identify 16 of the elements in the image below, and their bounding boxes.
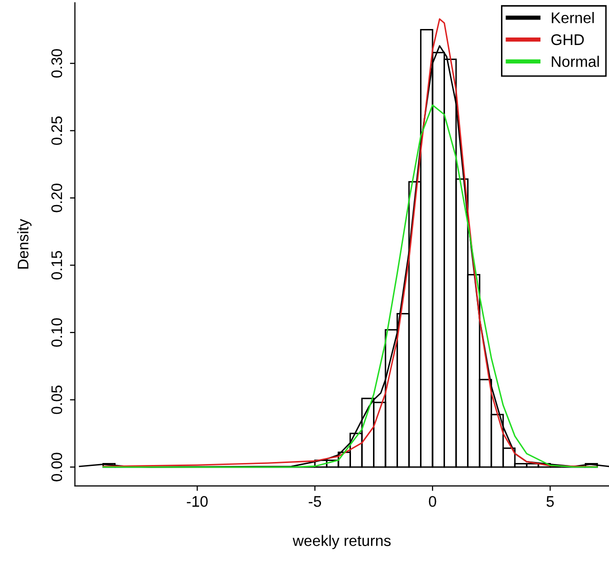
y-axis-title: Density (17, 218, 32, 269)
x-tick-label: -10 (186, 496, 208, 507)
y-tick-label: 0.20 (51, 184, 62, 212)
y-tick-label: 0.30 (51, 49, 62, 78)
legend-label: Normal (552, 56, 599, 67)
x-tick-label: 5 (546, 496, 554, 507)
x-axis-title: weekly returns (292, 534, 391, 550)
x-tick-label: 0 (428, 496, 436, 507)
x-tick-label: -5 (308, 496, 322, 507)
y-tick-label: 0.05 (51, 386, 62, 414)
y-tick-label: 0.25 (51, 116, 62, 145)
legend-label: GHD (551, 34, 584, 46)
legend-label: Kernel (552, 12, 594, 24)
y-tick-label: 0.00 (51, 452, 62, 482)
y-tick-label: 0.10 (51, 318, 62, 347)
y-tick-label: 0.15 (51, 250, 62, 280)
